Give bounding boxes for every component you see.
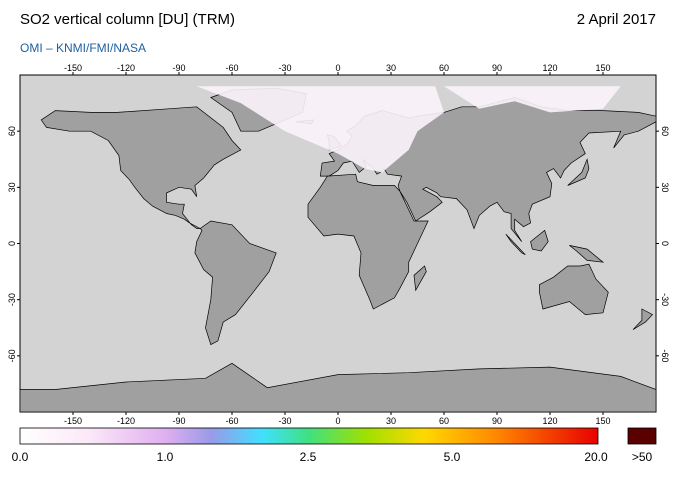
lat-label: -30 <box>660 293 670 306</box>
lat-label: 30 <box>660 182 670 192</box>
lon-label: -150 <box>64 63 82 73</box>
lat-label: 0 <box>7 241 17 246</box>
lon-label: 60 <box>439 416 449 426</box>
landmass <box>505 233 526 256</box>
lon-label: 120 <box>542 63 557 73</box>
lat-label: 0 <box>660 241 670 246</box>
scale-label: 2.5 <box>300 450 317 464</box>
data-swath <box>196 86 444 173</box>
lon-label: 150 <box>595 63 610 73</box>
lon-label: -60 <box>225 63 238 73</box>
landmass <box>567 158 590 186</box>
land <box>20 86 656 412</box>
overflow-label: >50 <box>632 450 653 464</box>
landmass <box>539 263 609 315</box>
date: 2 April 2017 <box>577 11 656 28</box>
color-scale <box>19 427 599 445</box>
landmass <box>413 265 427 292</box>
lon-label: -150 <box>64 416 82 426</box>
scale-label: 20.0 <box>584 450 608 464</box>
lat-label: 30 <box>7 182 17 192</box>
title: SO2 vertical column [DU] (TRM) <box>20 11 235 28</box>
lat-label: -60 <box>660 349 670 362</box>
lon-label: 150 <box>595 416 610 426</box>
landmass <box>632 308 654 330</box>
lon-label: -90 <box>172 63 185 73</box>
source: OMI – KNMI/FMI/NASA <box>20 41 146 55</box>
lon-label: 90 <box>492 416 502 426</box>
landmass <box>530 229 549 252</box>
scale-label: 1.0 <box>157 450 174 464</box>
lat-label: -30 <box>7 293 17 306</box>
lon-label: 0 <box>335 63 340 73</box>
lon-label: 30 <box>386 416 396 426</box>
scale-label: 0.0 <box>12 450 29 464</box>
lat-label: 60 <box>7 126 17 136</box>
lon-label: -60 <box>225 416 238 426</box>
landmass <box>194 220 277 346</box>
scale-label: 5.0 <box>444 450 461 464</box>
lon-label: -30 <box>278 63 291 73</box>
lon-label: -30 <box>278 416 291 426</box>
lon-label: 30 <box>386 63 396 73</box>
landmass <box>20 362 656 412</box>
lon-label: -90 <box>172 416 185 426</box>
landmass <box>307 173 429 310</box>
lon-label: 90 <box>492 63 502 73</box>
landmass <box>40 106 242 229</box>
landmass <box>569 245 605 263</box>
lat-label: -60 <box>7 349 17 362</box>
lon-label: -120 <box>117 63 135 73</box>
lon-label: 60 <box>439 63 449 73</box>
lon-label: 0 <box>335 416 340 426</box>
overflow-swatch <box>627 427 657 445</box>
lat-label: 60 <box>660 126 670 136</box>
lon-label: 120 <box>542 416 557 426</box>
data-swath <box>444 86 621 113</box>
lon-label: -120 <box>117 416 135 426</box>
